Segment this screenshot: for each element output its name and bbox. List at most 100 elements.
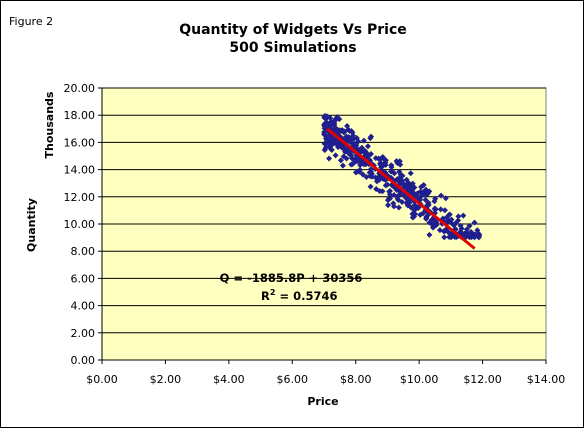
y-tick-label: 10.00 (64, 218, 96, 231)
data-point (471, 219, 478, 226)
data-point (337, 157, 344, 164)
data-point (386, 195, 393, 202)
data-point (373, 178, 380, 185)
data-point (403, 200, 410, 207)
data-point (413, 205, 420, 212)
y-tick-label: 12.00 (64, 191, 96, 204)
data-point (359, 171, 366, 178)
data-point (332, 139, 339, 146)
data-point (343, 136, 350, 143)
data-point (433, 219, 440, 226)
data-point (474, 227, 481, 234)
axes (98, 87, 547, 364)
data-point (409, 214, 416, 221)
data-point (425, 202, 432, 209)
data-point (442, 195, 449, 202)
data-point (350, 132, 357, 139)
data-point (455, 217, 462, 224)
data-point (446, 234, 453, 241)
data-point (438, 192, 445, 199)
data-point (321, 129, 328, 136)
x-tick-label: $10.00 (400, 373, 439, 386)
data-point (327, 114, 334, 121)
y-tick-labels: 0.00 2.00 4.00 6.00 8.00 10.00 12.00 14.00 16.00… (64, 82, 96, 367)
data-point (436, 227, 443, 234)
data-point (395, 204, 402, 211)
data-point (471, 234, 478, 241)
data-point (353, 168, 360, 175)
data-point (364, 143, 371, 150)
data-point (432, 205, 439, 212)
data-point (407, 170, 414, 177)
chart-subtitle: 500 Simulations (229, 40, 356, 56)
data-point (344, 122, 351, 129)
data-point (382, 182, 389, 189)
data-point (446, 211, 453, 218)
x-tick-labels: $0.00 $2.00 $4.00 $6.00 $8.00 $10.00 $12.00 $14… (86, 373, 565, 386)
data-point (322, 113, 329, 120)
data-point (393, 158, 400, 165)
data-point (373, 186, 380, 193)
data-point (332, 117, 339, 124)
chart-title: Quantity of Widgets Vs Price (179, 22, 407, 38)
data-point (334, 126, 341, 133)
data-point (360, 137, 367, 144)
data-point (399, 177, 406, 184)
data-point (409, 182, 416, 189)
data-point (399, 172, 406, 179)
data-point (420, 210, 427, 217)
data-point (332, 152, 339, 159)
data-point (343, 155, 350, 162)
data-point (339, 162, 346, 169)
y-tick-label: 2.00 (71, 327, 96, 340)
data-point (462, 231, 469, 238)
data-point (388, 168, 395, 175)
data-point (349, 161, 356, 168)
data-point (418, 184, 425, 191)
data-point (372, 155, 379, 162)
y-tick-label: 16.00 (64, 136, 96, 149)
x-tick-label: $8.00 (340, 373, 372, 386)
data-point (346, 127, 353, 134)
data-point (379, 188, 386, 195)
data-point (441, 234, 448, 241)
r-squared-r: R (261, 289, 270, 303)
data-point (460, 212, 467, 219)
data-point (323, 120, 330, 127)
data-point (455, 213, 462, 220)
data-point (458, 225, 465, 232)
data-point (323, 133, 330, 140)
data-point (466, 222, 473, 229)
y-tick-label: 18.00 (64, 109, 96, 122)
data-point (342, 146, 349, 153)
data-point (394, 195, 401, 202)
x-tick-label: $12.00 (463, 373, 502, 386)
data-point (475, 234, 482, 241)
data-point (422, 196, 429, 203)
data-point (367, 166, 374, 173)
x-axis-label: Price (307, 395, 338, 408)
y-axis-label: Quantity (25, 198, 38, 252)
data-point (431, 198, 438, 205)
data-point (367, 135, 374, 142)
data-point (328, 146, 335, 153)
data-point (378, 163, 385, 170)
data-point (410, 189, 417, 196)
data-point (450, 222, 457, 229)
y-tick-label: 8.00 (71, 245, 96, 258)
y-tick-label: 14.00 (64, 164, 96, 177)
r-squared-label: R2 = 0.5746 (261, 288, 337, 303)
data-point (385, 202, 392, 209)
data-point (423, 214, 430, 221)
data-point (396, 168, 403, 175)
data-point (363, 150, 370, 157)
x-tick-label: $4.00 (213, 373, 245, 386)
y-tick-label: 0.00 (71, 354, 96, 367)
data-point (367, 183, 374, 190)
data-point (437, 206, 444, 213)
x-tick-label: $0.00 (86, 373, 118, 386)
y-tick-label: 20.00 (64, 82, 96, 95)
data-point (405, 186, 412, 193)
trendline (326, 127, 476, 250)
